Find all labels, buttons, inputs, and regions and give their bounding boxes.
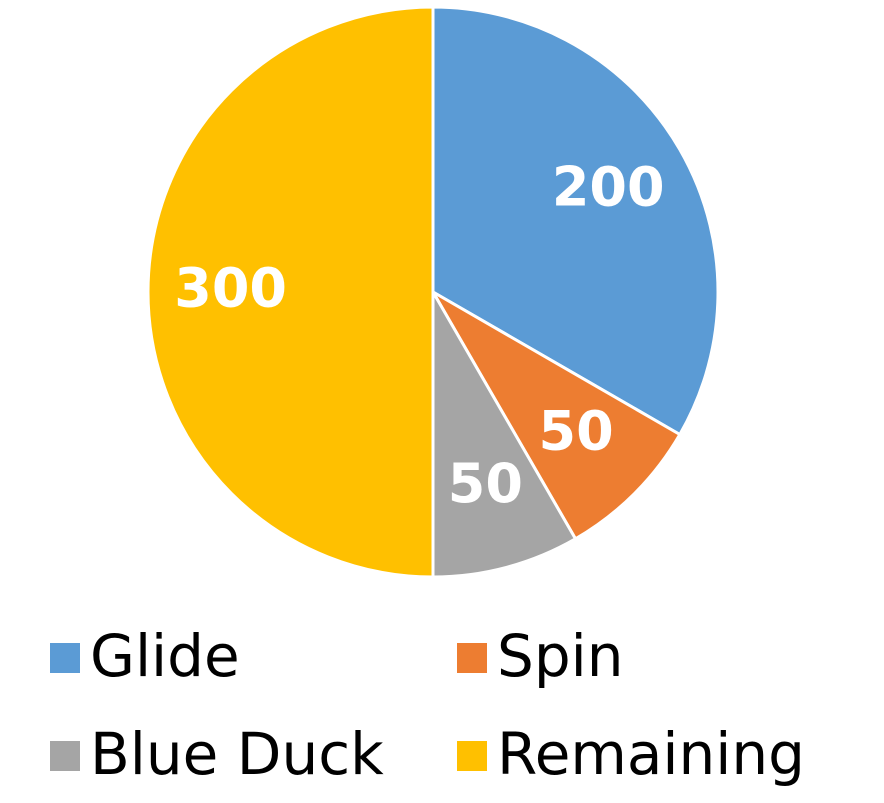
legend-label: Remaining — [497, 720, 805, 788]
pie-slice — [146, 5, 435, 579]
legend-swatch — [457, 643, 487, 673]
data-label: 50 — [539, 400, 614, 463]
legend-swatch — [457, 741, 487, 771]
legend-label: Blue Duck — [90, 720, 384, 788]
pie-slice — [431, 5, 720, 437]
data-label: 200 — [552, 155, 665, 218]
legend-label: Spin — [497, 622, 624, 690]
data-label: 300 — [174, 257, 287, 320]
pie-slice — [431, 286, 578, 579]
pie-slice — [428, 287, 682, 541]
legend-label: Glide — [90, 622, 240, 690]
data-label: 50 — [448, 452, 523, 515]
legend-swatch — [50, 741, 80, 771]
legend-swatch — [50, 643, 80, 673]
